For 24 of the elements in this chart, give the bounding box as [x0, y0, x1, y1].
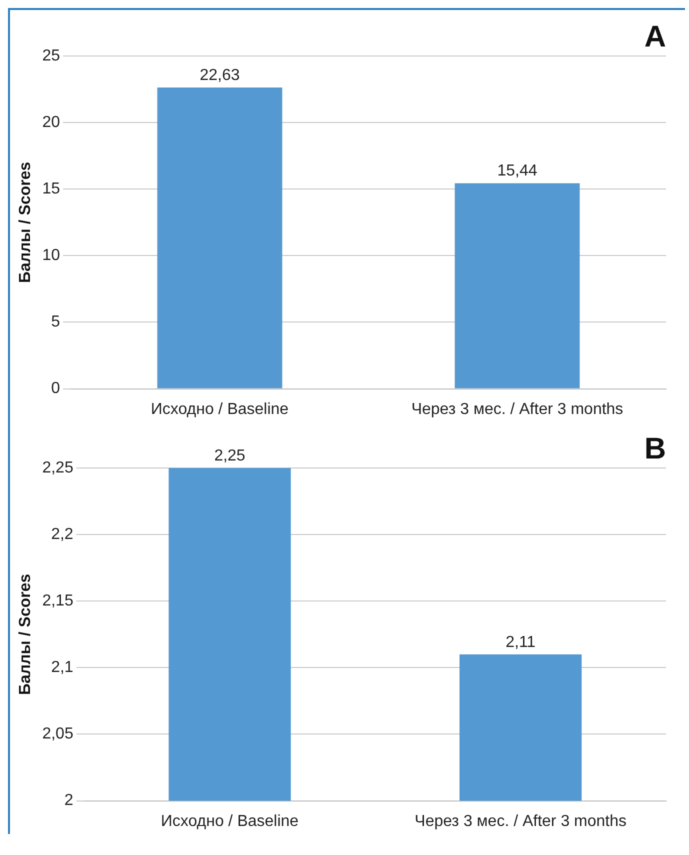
y-tick-label: 2,1	[51, 659, 74, 676]
x-tick-label: Исходно / Baseline	[160, 812, 299, 830]
y-tick-label: 2	[64, 792, 74, 810]
x-tick-label: Через 3 мес. / After 3 months	[411, 400, 624, 418]
y-tick-label: 20	[42, 114, 60, 131]
data-label: 2,11	[506, 634, 536, 651]
y-tick-label: 2,25	[42, 459, 74, 476]
y-tick-label: 10	[42, 247, 60, 264]
y-tick-label: 2,2	[51, 526, 74, 543]
data-label: 2,25	[214, 447, 246, 464]
x-tick-label: Через 3 мес. / After 3 months	[414, 812, 627, 830]
chart-title: A	[644, 20, 666, 54]
chart-title: B	[644, 432, 666, 466]
y-tick-label: 2,15	[42, 592, 74, 610]
y-axis-title: Баллы / Scores	[17, 162, 34, 283]
x-tick-label: Исходно / Baseline	[150, 400, 289, 418]
y-axis-title: Баллы / Scores	[17, 574, 34, 695]
data-label: 22,63	[200, 66, 240, 84]
data-label: 15,44	[497, 162, 538, 180]
y-tick-label: 2,05	[42, 726, 74, 743]
y-tick-label: 5	[51, 314, 60, 331]
y-tick-label: 25	[42, 47, 60, 64]
y-tick-label: 15	[42, 180, 60, 198]
y-tick-label: 0	[51, 380, 60, 398]
